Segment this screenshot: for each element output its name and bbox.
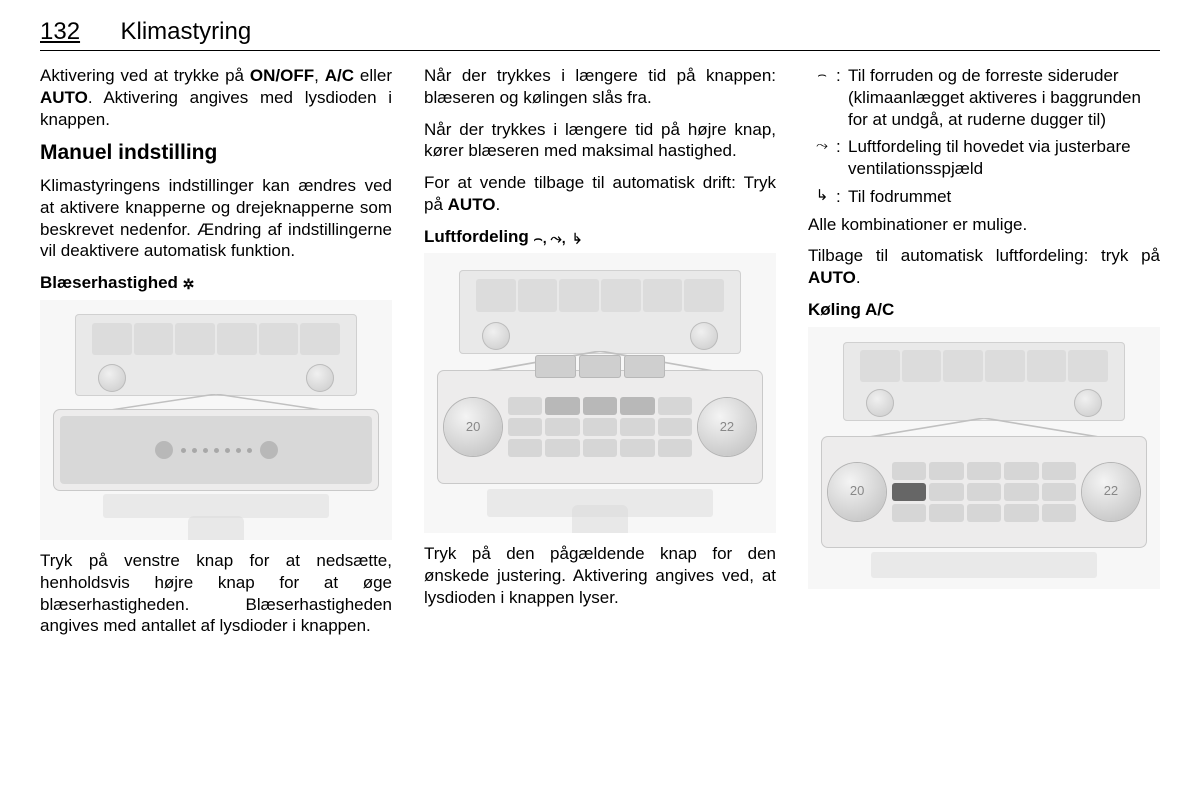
text: . Aktivering angives med lysdioden i kna… (40, 88, 392, 129)
panel-zoom (54, 410, 378, 489)
colon: : (836, 136, 848, 180)
definition-row: ⤳:Luftfordeling til hovedet via justerba… (808, 136, 1160, 180)
text: Luftfordeling (424, 227, 534, 246)
column-2: Når der trykkes i længere tid på knappen… (424, 65, 776, 647)
panel-zoom: 20 22 (438, 371, 762, 483)
definition-text: Luftfordeling til hovedet via justerbare… (848, 136, 1160, 180)
chapter-title: Klimastyring (121, 18, 252, 46)
col3-para1: Alle kombinationer er mulige. (808, 214, 1160, 236)
col1-para3: Tryk på venstre knap for at nedsætte, he… (40, 550, 392, 637)
definition-icon: ↳ (808, 186, 836, 208)
panel-gearknob (188, 516, 244, 540)
column-3: ⌢:Til forruden og de forreste sideruder … (808, 65, 1160, 647)
col1-para2: Klimastyringens indstillinger kan ændres… (40, 175, 392, 262)
col2-para2: Når der trykkes i længere tid på højre k… (424, 119, 776, 163)
panel-upper-buttons (476, 279, 724, 313)
panel-ac: 20 22 (808, 327, 1160, 589)
col1-para1: Aktivering ved at trykke på ON/OFF, A/C … (40, 65, 392, 130)
text: . (856, 268, 861, 287)
temp-right-value: 22 (1104, 483, 1118, 500)
definition-text: Til forruden og de forreste sideruder (k… (848, 65, 1160, 130)
temp-dial-right: 22 (1082, 463, 1140, 521)
panel-upper-buttons (860, 350, 1108, 381)
center-button-grid (508, 397, 692, 457)
airdist-definitions: ⌢:Til forruden og de forreste sideruder … (808, 65, 1160, 208)
text: . (496, 195, 501, 214)
temp-left-value: 20 (850, 483, 864, 500)
text: eller (354, 66, 392, 85)
col2-para4: Tryk på den pågældende knap for den ønsk… (424, 543, 776, 608)
center-button-grid (892, 462, 1076, 522)
panel-fanspeed (40, 300, 392, 540)
fan-plus-icon (260, 441, 278, 459)
fan-minus-icon (155, 441, 173, 459)
fan-speed-bar (60, 416, 372, 483)
panel-upper (843, 342, 1125, 421)
column-1: Aktivering ved at trykke på ON/OFF, A/C … (40, 65, 392, 647)
panel-upper (459, 270, 741, 354)
page-number: 132 (40, 18, 80, 46)
ac-button-highlight (892, 483, 926, 501)
colon: : (836, 186, 848, 208)
temp-dial-left: 20 (444, 398, 502, 456)
page-header: 132 Klimastyring (40, 18, 1160, 51)
panel-airdist: 20 22 (424, 253, 776, 533)
panel-lower-strip (103, 494, 328, 518)
airdist-icons: ⌢, ⤳, ↳ (534, 230, 581, 248)
panel-gearknob (572, 505, 628, 533)
definition-icon: ⤳ (808, 136, 836, 180)
panel-upper (75, 314, 357, 396)
fan-icon: ✲ (183, 276, 195, 294)
definition-text: Til fodrummet (848, 186, 1160, 208)
zoom-full-panel: 20 22 (444, 377, 756, 477)
heading-manual: Manuel indstilling (40, 140, 392, 167)
panel-zoom: 20 22 (822, 437, 1146, 547)
heading-cooling: Køling A/C (808, 299, 1160, 321)
airdist-highlight-buttons (535, 355, 665, 377)
dial-right-small (1074, 389, 1102, 417)
dial-right-small (690, 322, 718, 350)
text: Aktivering ved at trykke på (40, 66, 250, 85)
temp-left-value: 20 (466, 419, 480, 436)
text: Blæserhastighed (40, 273, 183, 292)
text: Tilbage til automatisk luftfordeling: tr… (808, 246, 1160, 265)
panel-upper-buttons (92, 323, 340, 356)
temp-right-value: 22 (720, 419, 734, 436)
temp-dial-left: 20 (828, 463, 886, 521)
dial-right-small (306, 364, 334, 392)
colon: : (836, 65, 848, 130)
definition-row: ↳:Til fodrummet (808, 186, 1160, 208)
definition-row: ⌢:Til forruden og de forreste sideruder … (808, 65, 1160, 130)
bold-ac: A/C (325, 66, 354, 85)
text: , (314, 66, 325, 85)
bold-onoff: ON/OFF (250, 66, 314, 85)
fan-led-dots (181, 448, 252, 453)
col2-para3: For at vende tilbage til automatisk drif… (424, 172, 776, 216)
panel-lower-strip (871, 552, 1096, 578)
heading-airdist: Luftfordeling ⌢, ⤳, ↳ (424, 226, 776, 248)
content-columns: Aktivering ved at trykke på ON/OFF, A/C … (40, 65, 1160, 647)
bold-auto: AUTO (40, 88, 88, 107)
definition-icon: ⌢ (808, 65, 836, 130)
bold-auto: AUTO (808, 268, 856, 287)
heading-fanspeed: Blæserhastighed ✲ (40, 272, 392, 294)
dial-left-small (98, 364, 126, 392)
zoom-full-panel: 20 22 (828, 443, 1140, 541)
dial-left-small (866, 389, 894, 417)
temp-dial-right: 22 (698, 398, 756, 456)
dial-left-small (482, 322, 510, 350)
col3-para2: Tilbage til automatisk luftfordeling: tr… (808, 245, 1160, 289)
col2-para1: Når der trykkes i længere tid på knappen… (424, 65, 776, 109)
bold-auto: AUTO (448, 195, 496, 214)
